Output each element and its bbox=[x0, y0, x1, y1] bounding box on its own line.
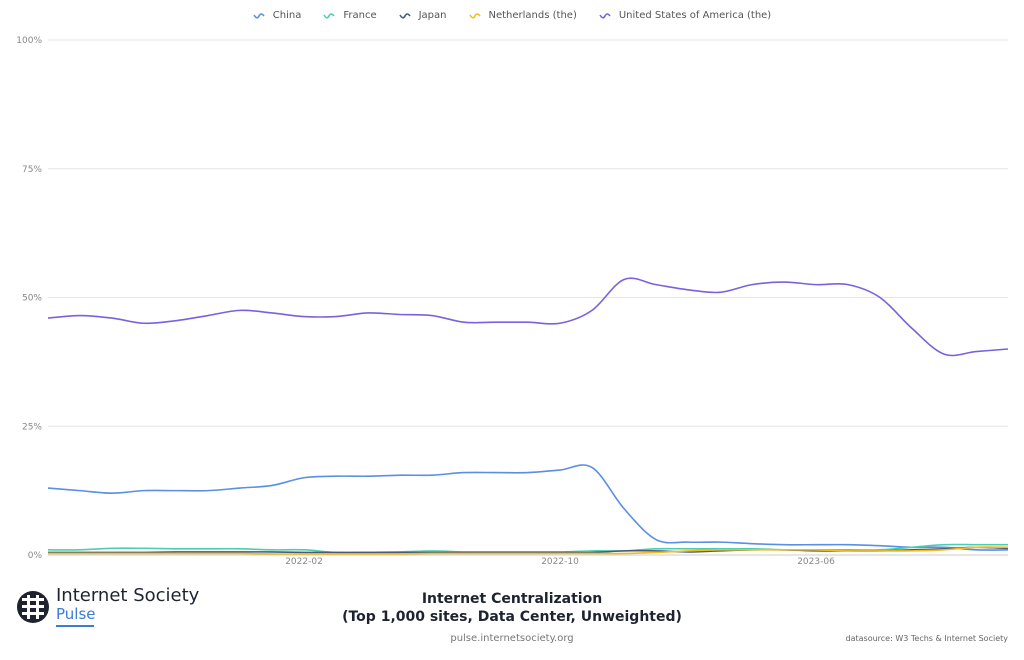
legend-swatch-icon bbox=[599, 12, 611, 19]
x-tick-label: 2022-10 bbox=[541, 557, 579, 567]
legend-item[interactable]: Japan bbox=[398, 10, 447, 21]
legend-label: Netherlands (the) bbox=[488, 10, 577, 21]
legend: China France Japan Netherlands (the) United … bbox=[0, 10, 1024, 21]
legend-item[interactable]: Netherlands (the) bbox=[468, 10, 577, 21]
series-line-united-states-of-america-the bbox=[47, 277, 1009, 357]
legend-label: France bbox=[343, 10, 377, 21]
legend-label: Japan bbox=[418, 10, 447, 21]
site-link[interactable]: pulse.internetsociety.org bbox=[450, 633, 574, 644]
legend-item[interactable]: United States of America (the) bbox=[599, 10, 771, 21]
y-tick-label: 25% bbox=[22, 422, 42, 432]
x-tick-label: 2022-02 bbox=[285, 557, 323, 567]
legend-swatch-icon bbox=[323, 12, 335, 19]
series-line-china bbox=[47, 464, 1009, 551]
legend-swatch-icon bbox=[468, 12, 481, 19]
series-line-netherlands-the bbox=[47, 546, 1009, 555]
logo-sub: Pulse bbox=[56, 605, 96, 627]
logo-name: Internet Society bbox=[56, 585, 200, 606]
legend-item[interactable]: China bbox=[253, 10, 302, 21]
y-tick-label: 75% bbox=[22, 165, 42, 175]
y-tick-label: 100% bbox=[16, 36, 42, 46]
y-tick-label: 50% bbox=[22, 294, 42, 304]
legend-swatch-icon bbox=[398, 12, 411, 19]
x-tick-label: 2023-06 bbox=[797, 557, 835, 567]
legend-label: United States of America (the) bbox=[618, 10, 772, 21]
internet-society-logo: Internet Society Pulse bbox=[16, 587, 199, 627]
legend-swatch-icon bbox=[253, 12, 265, 19]
legend-label: China bbox=[272, 10, 302, 21]
globe-logo-icon bbox=[17, 591, 49, 623]
legend-item[interactable]: France bbox=[323, 10, 377, 21]
chart-subtitle: (Top 1,000 sites, Data Center, Unweighte… bbox=[342, 609, 682, 625]
chart-title-main: Internet Centralization bbox=[421, 591, 603, 607]
y-tick-label: 0% bbox=[28, 551, 43, 561]
chart-title: Internet Centralization (Top 1,000 sites… bbox=[312, 590, 712, 626]
datasource-note: datasource: W3 Techs & Internet Society bbox=[845, 634, 1008, 643]
